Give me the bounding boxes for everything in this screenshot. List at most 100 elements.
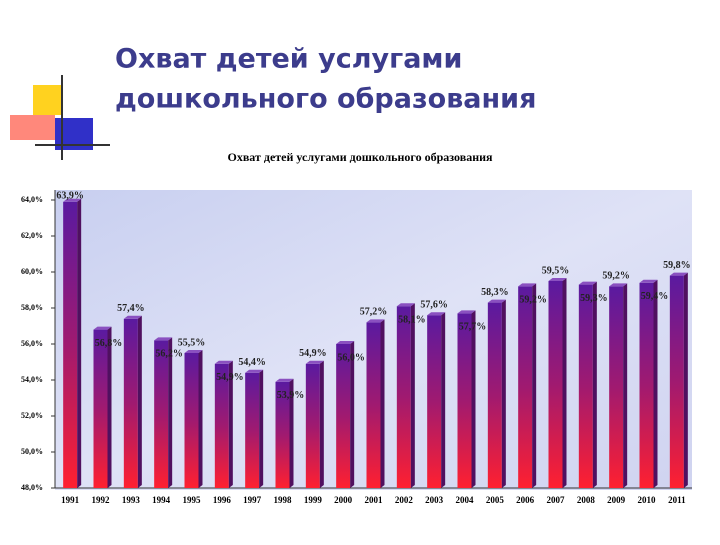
bar [669, 275, 684, 488]
value-label: 56,2% [155, 349, 183, 360]
bar [93, 329, 108, 488]
x-tick-label: 1995 [183, 495, 202, 505]
bar [639, 282, 654, 488]
x-tick-label: 2010 [638, 495, 657, 505]
bar-top [275, 378, 294, 382]
bar [609, 286, 624, 488]
bar-side [289, 378, 294, 488]
bar-side [592, 281, 597, 488]
x-tick-label: 2011 [668, 495, 686, 505]
value-label: 59,4% [641, 291, 669, 302]
bar [63, 201, 78, 489]
bar-top [123, 315, 142, 319]
bar-top [93, 326, 112, 330]
bar [427, 315, 442, 488]
bar-side [350, 341, 355, 488]
x-tick-label: 2003 [425, 495, 444, 505]
value-label: 59,5% [542, 265, 570, 276]
bar [518, 286, 533, 488]
bar-side [137, 315, 142, 488]
bar [487, 302, 502, 488]
bar-side [501, 299, 506, 488]
bar-top [578, 281, 597, 285]
value-label: 59,3% [580, 293, 608, 304]
bar-top [184, 350, 203, 353]
bar-top [518, 283, 537, 287]
x-tick-label: 2005 [486, 495, 505, 505]
bar-side [410, 303, 415, 488]
bar [336, 344, 351, 488]
bar-top [336, 341, 355, 344]
bar-side [77, 198, 82, 489]
y-tick-label: 56,0% [21, 339, 43, 348]
bar-top [366, 319, 385, 323]
bar-side [380, 319, 385, 488]
value-label: 54,9% [216, 372, 244, 383]
x-tick-label: 2000 [334, 495, 353, 505]
slide-title: дошкольного образования [115, 84, 536, 115]
deco [33, 85, 63, 115]
bar-top [639, 279, 658, 283]
bar-side [532, 283, 537, 488]
x-tick-label: 1994 [152, 495, 171, 505]
x-tick-label: 2009 [607, 495, 626, 505]
y-tick-label: 52,0% [21, 411, 43, 420]
x-tick-label: 1993 [122, 495, 141, 505]
x-tick-label: 2006 [516, 495, 535, 505]
x-tick-label: 2004 [456, 495, 475, 505]
bar [366, 322, 381, 488]
bar-side [441, 312, 446, 488]
bar-top [214, 360, 233, 364]
x-tick-label: 1992 [92, 495, 111, 505]
value-label: 56,0% [337, 352, 365, 363]
bar-side [107, 326, 112, 488]
bar-side [319, 360, 324, 488]
bar [214, 363, 229, 488]
value-label: 53,9% [277, 390, 305, 401]
deco [10, 115, 55, 140]
x-tick-label: 1999 [304, 495, 323, 505]
bar [305, 363, 320, 488]
bar-top [487, 299, 506, 303]
bar-side [168, 337, 173, 488]
value-label: 57,2% [360, 307, 388, 318]
bar-top [396, 303, 415, 307]
x-tick-label: 2002 [395, 495, 414, 505]
bar [457, 313, 472, 488]
x-tick-label: 2008 [577, 495, 596, 505]
x-tick-label: 1997 [243, 495, 262, 505]
value-label: 57,6% [420, 299, 448, 310]
bar-side [562, 278, 567, 488]
y-tick-label: 54,0% [21, 375, 43, 384]
value-label: 59,2% [602, 271, 630, 282]
bar-side [683, 272, 688, 488]
bar [184, 353, 199, 488]
bar-side [228, 360, 233, 488]
bar-side [653, 279, 658, 488]
value-label: 57,4% [117, 303, 145, 314]
bar-side [623, 283, 628, 488]
bar-top [245, 369, 264, 373]
value-label: 56,8% [95, 338, 123, 349]
y-tick-label: 64,0% [21, 195, 43, 204]
slide-title: Охват детей услугами [115, 44, 462, 75]
bar-top [669, 272, 688, 276]
bar-top [305, 360, 324, 364]
bar [123, 318, 138, 488]
value-label: 55,5% [178, 337, 206, 348]
x-tick-label: 1996 [213, 495, 232, 505]
x-tick-label: 1991 [61, 495, 80, 505]
bar-top [63, 198, 82, 202]
bar [245, 372, 260, 488]
bar [396, 306, 411, 488]
chart-title: Охват детей услугами дошкольного образов… [227, 150, 493, 164]
y-tick-label: 50,0% [21, 447, 43, 456]
bar [154, 340, 169, 488]
value-label: 54,9% [299, 348, 327, 359]
value-label: 58,1% [398, 314, 426, 325]
bar [578, 284, 593, 488]
x-tick-label: 2001 [365, 495, 384, 505]
y-tick-label: 60,0% [21, 267, 43, 276]
x-tick-label: 2007 [547, 495, 566, 505]
